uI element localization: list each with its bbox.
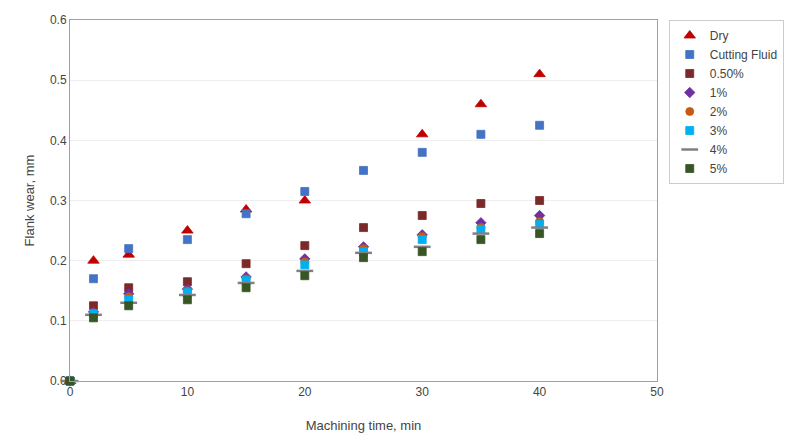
svg-text:5%: 5% (710, 162, 728, 176)
svg-text:Machining time, min: Machining time, min (306, 418, 422, 433)
svg-text:10: 10 (181, 385, 195, 399)
svg-text:40: 40 (533, 385, 547, 399)
svg-text:0.4: 0.4 (50, 134, 67, 148)
svg-text:4%: 4% (710, 143, 728, 157)
svg-text:0.1: 0.1 (50, 314, 67, 328)
svg-text:0.2: 0.2 (50, 254, 67, 268)
svg-text:Dry: Dry (710, 29, 729, 43)
svg-text:0.5: 0.5 (50, 73, 67, 87)
svg-text:50: 50 (650, 385, 664, 399)
svg-text:0.0: 0.0 (50, 374, 67, 388)
svg-text:Cutting Fluid: Cutting Fluid (710, 48, 777, 62)
svg-text:0.6: 0.6 (50, 13, 67, 27)
svg-text:3%: 3% (710, 124, 728, 138)
svg-text:0.3: 0.3 (50, 194, 67, 208)
svg-text:1%: 1% (710, 86, 728, 100)
svg-text:0.50%: 0.50% (710, 67, 744, 81)
svg-text:20: 20 (298, 385, 312, 399)
svg-text:Flank wear, mm: Flank wear, mm (22, 155, 37, 247)
svg-text:2%: 2% (710, 105, 728, 119)
svg-text:30: 30 (416, 385, 430, 399)
svg-text:0: 0 (67, 385, 74, 399)
